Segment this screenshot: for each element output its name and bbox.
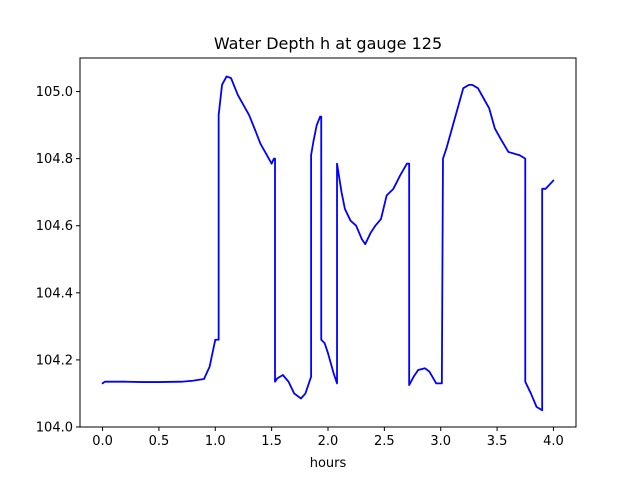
x-tick-label: 1.0 <box>205 434 226 449</box>
chart-title: Water Depth h at gauge 125 <box>214 34 442 53</box>
y-tick-label: 105.0 <box>36 85 73 100</box>
y-tick-label: 104.4 <box>36 286 73 301</box>
x-tick-label: 2.5 <box>374 434 395 449</box>
x-tick-label: 0.0 <box>92 434 113 449</box>
x-tick-label: 2.0 <box>318 434 339 449</box>
water-depth-line <box>101 75 555 412</box>
y-tick-label: 104.0 <box>36 421 73 436</box>
x-axis-label: hours <box>310 456 347 471</box>
x-tick-label: 1.5 <box>261 434 282 449</box>
plot-frame <box>79 57 577 428</box>
x-tick-label: 0.5 <box>149 434 170 449</box>
y-tick-label: 104.6 <box>36 219 73 234</box>
y-tick-label: 104.8 <box>36 152 73 167</box>
x-tick-label: 3.5 <box>487 434 508 449</box>
series-layer <box>101 75 555 412</box>
y-tick-label: 104.2 <box>36 353 73 368</box>
x-tick-label: 4.0 <box>543 434 564 449</box>
x-tick-label: 3.0 <box>430 434 451 449</box>
ticks-layer: 0.0 0.5 1.0 1.5 2.0 2.5 3.0 3.5 4.0 104.0 104.2 104… <box>36 85 564 449</box>
